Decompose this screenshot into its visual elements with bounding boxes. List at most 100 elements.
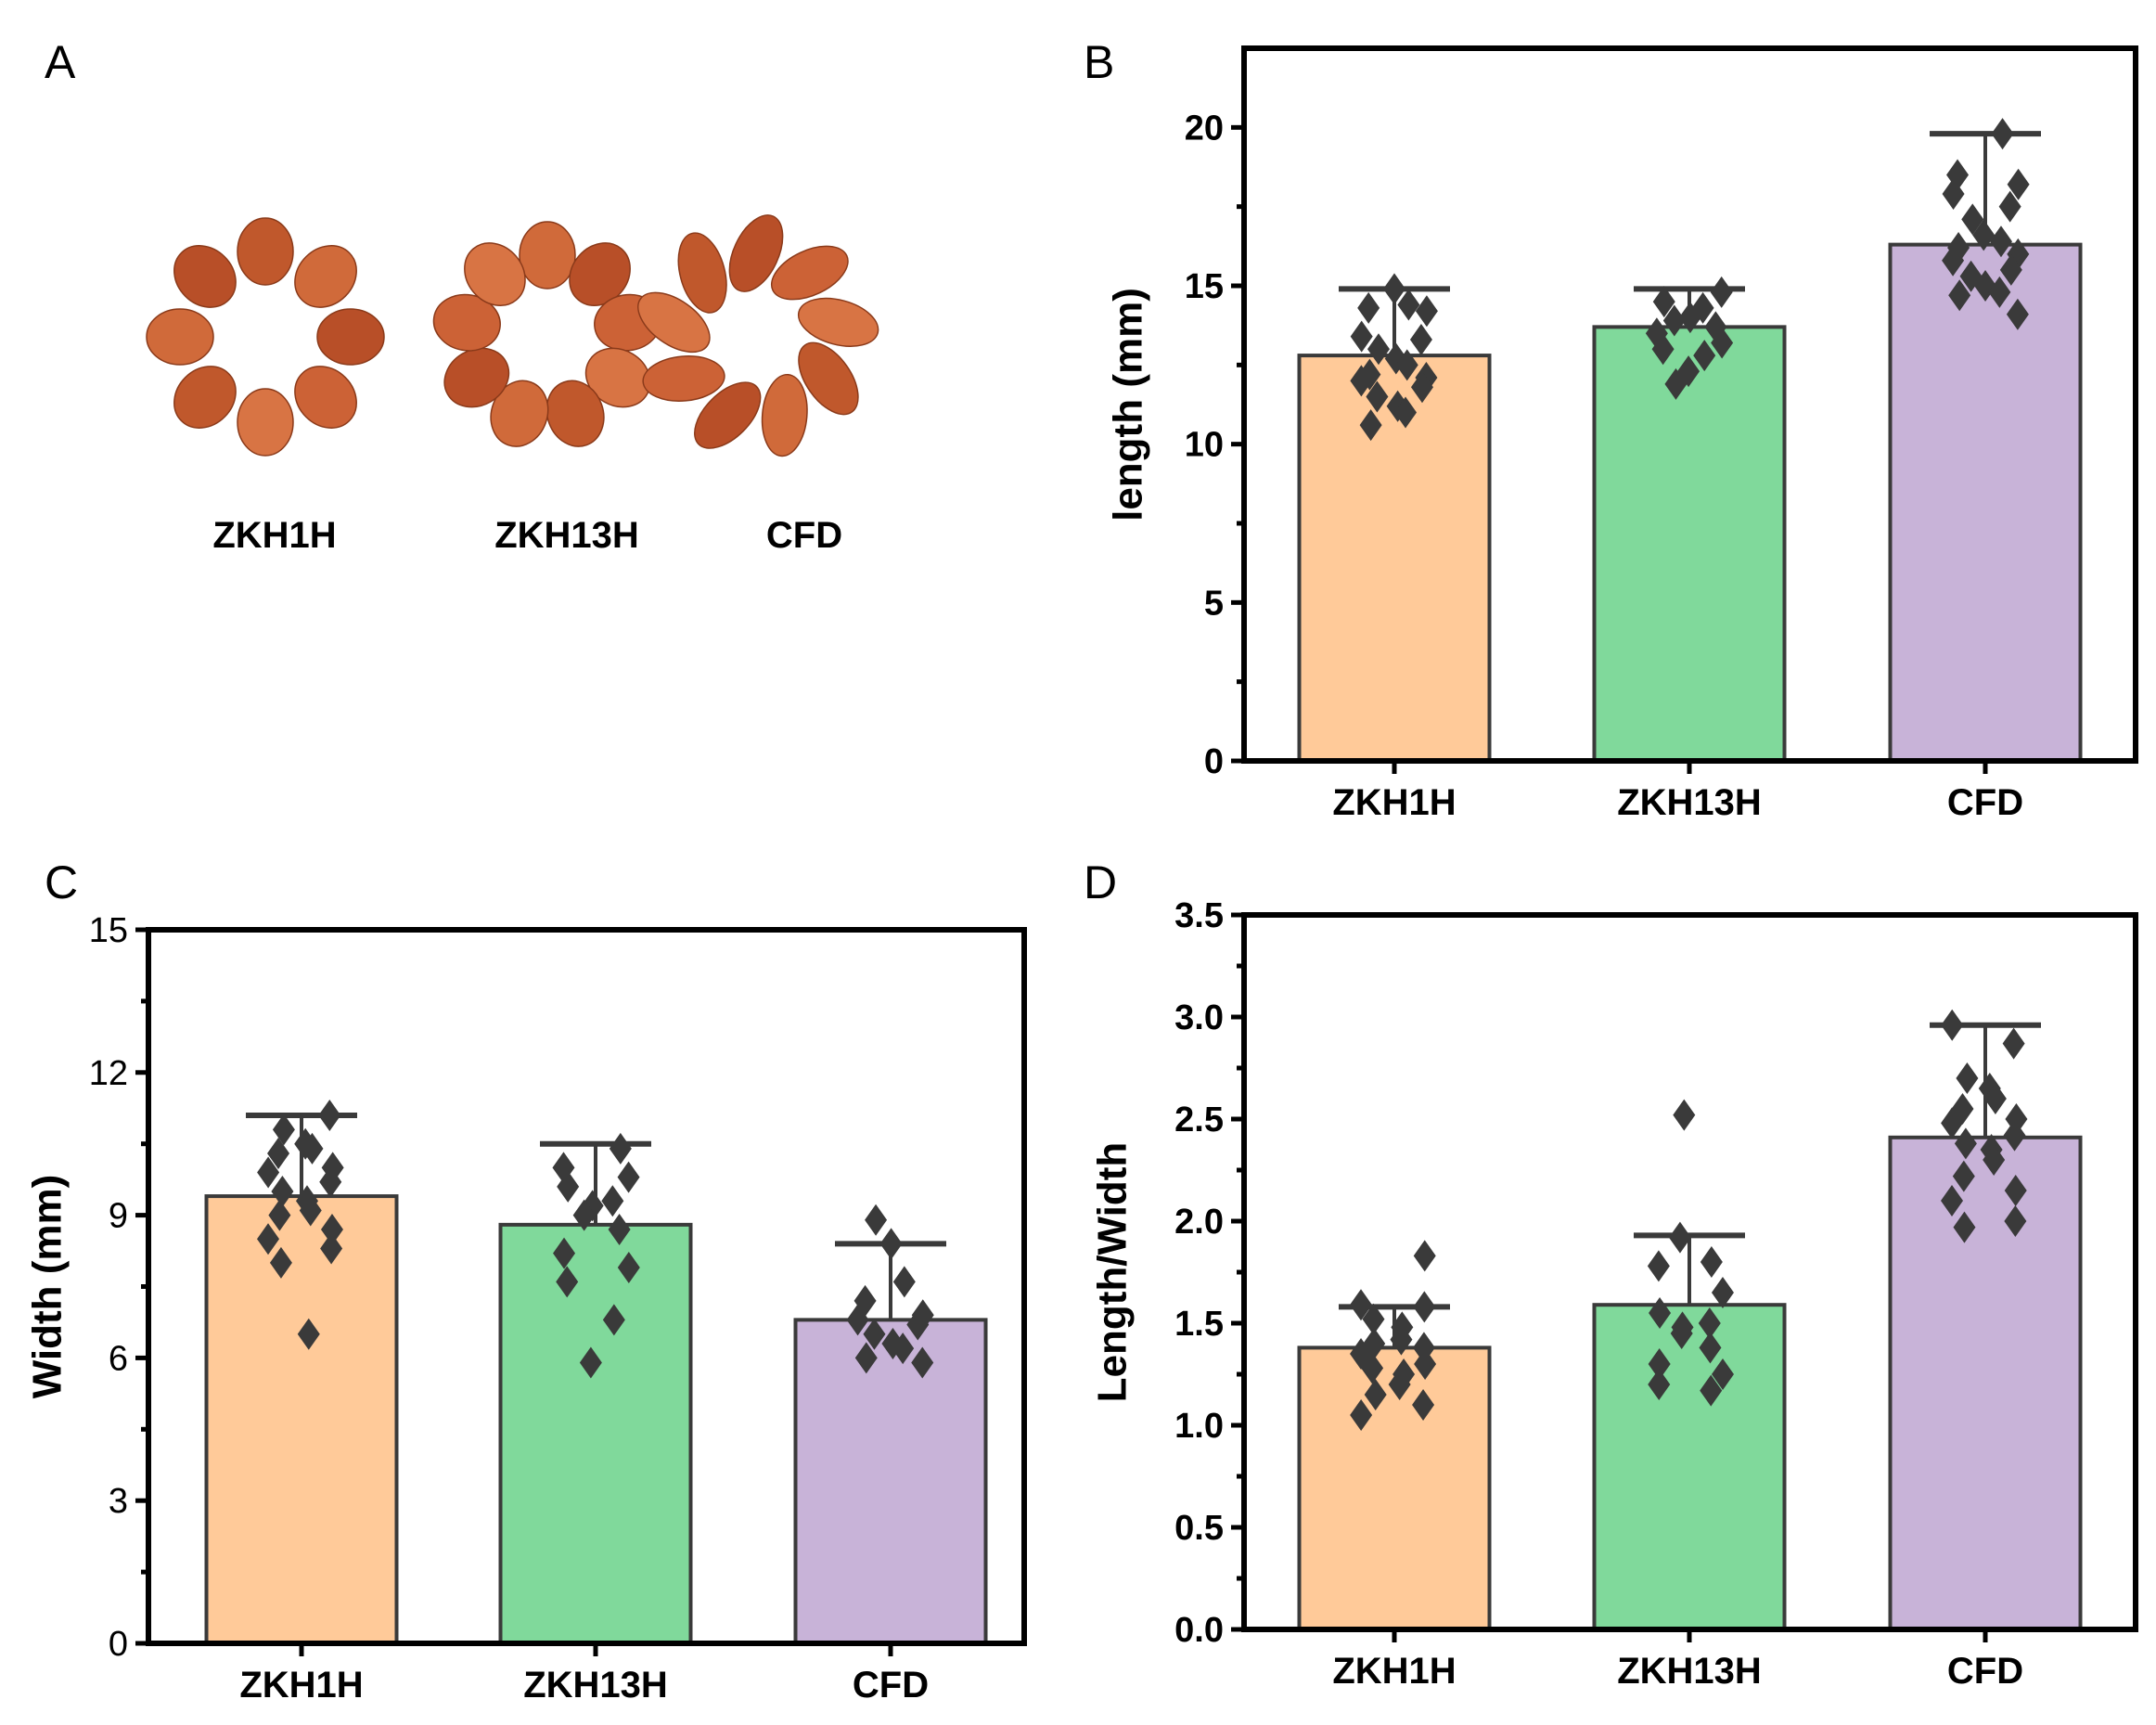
data-point [1693, 340, 1716, 372]
data-point [609, 1132, 632, 1165]
data-point [1983, 1083, 2007, 1114]
data-point [1652, 286, 1675, 318]
peanut-seed [569, 242, 631, 306]
data-point [1700, 1374, 1723, 1407]
peanut-seed [728, 214, 784, 292]
data-point [2003, 1119, 2026, 1152]
data-point [1700, 1246, 1723, 1278]
y-tick-label: 10 [1185, 426, 1224, 465]
peanut-seed [294, 366, 357, 429]
data-point [1711, 1358, 1734, 1390]
seed-label-zkh13h: ZKH13H [494, 515, 639, 556]
data-point [1410, 371, 1433, 404]
data-point [1662, 304, 1686, 337]
peanut-seed [173, 245, 237, 308]
x-tick-label: ZKH1H [1332, 1651, 1456, 1692]
y-axis-label: Width (mm) [24, 1175, 70, 1399]
data-point [2004, 1175, 2027, 1206]
x-tick-label: ZKH13H [1617, 782, 1762, 823]
data-point [318, 1099, 341, 1131]
data-point [320, 1232, 343, 1265]
data-point [1711, 1277, 1734, 1308]
data-point [892, 1266, 916, 1298]
data-point [1941, 1009, 1964, 1041]
panel-label-d: D [1084, 856, 1117, 908]
data-point [1647, 1250, 1670, 1282]
peanut-seed [761, 373, 808, 457]
panel-label-c: C [45, 856, 78, 908]
x-tick-label: ZKH1H [1332, 782, 1456, 823]
y-tick-label: 6 [109, 1339, 128, 1378]
peanut-seed [545, 380, 605, 447]
peanut-seed [677, 232, 727, 314]
y-tick-label: 0.5 [1174, 1509, 1224, 1548]
y-tick-label: 1.5 [1174, 1305, 1224, 1344]
data-point [1664, 367, 1688, 400]
length-chart: 0 5 10 15 20 ZKH1H ZKH13H CFD length (mm) [1105, 45, 2138, 823]
peanut-seed [146, 308, 214, 366]
data-point [608, 1213, 631, 1245]
data-point [1409, 324, 1432, 356]
peanut-seed [637, 291, 711, 354]
data-point [906, 1308, 930, 1341]
data-point [1983, 1144, 2006, 1176]
peanut-seed [798, 341, 859, 416]
x-tick-label: ZKH13H [523, 1665, 668, 1706]
data-point [1383, 273, 1405, 305]
data-point [601, 1185, 624, 1217]
data-point [1948, 279, 1971, 312]
data-point [297, 1318, 320, 1350]
data-point [1366, 380, 1389, 413]
data-point [557, 1170, 580, 1203]
y-tick-label: 9 [109, 1197, 128, 1236]
peanut-seed [294, 245, 357, 308]
data-point [320, 1213, 343, 1245]
data-point [1362, 1303, 1385, 1335]
data-point [617, 1251, 640, 1283]
panel-label-b: B [1084, 36, 1114, 88]
data-point [1710, 276, 1733, 308]
bar-cfd [793, 1318, 988, 1646]
y-tick-label: 20 [1185, 109, 1224, 148]
data-point [2004, 1205, 2027, 1237]
data-point [1988, 276, 2011, 308]
panel-label-a: A [45, 36, 76, 88]
data-point [553, 1237, 576, 1269]
y-tick-label: 3.0 [1174, 998, 1224, 1037]
data-point [2006, 298, 2029, 330]
data-point [1711, 327, 1734, 359]
peanut-seed [443, 347, 510, 408]
data-point [1668, 1221, 1691, 1254]
data-point [1941, 1107, 1964, 1139]
peanut-seed [173, 366, 237, 429]
x-tick-label: CFD [1947, 1651, 2023, 1692]
bar-zkh13h [1592, 325, 1787, 763]
data-point [865, 1204, 888, 1236]
y-tick-label: 15 [89, 911, 128, 950]
y-tick-label: 3 [109, 1482, 128, 1521]
seed-photo-panel [146, 214, 879, 457]
data-point [1390, 1323, 1413, 1356]
peanut-seed [316, 308, 385, 366]
data-point [1953, 1211, 1976, 1243]
data-point [1350, 1289, 1373, 1321]
y-tick-label: 15 [1185, 267, 1224, 306]
data-point [1952, 1160, 1975, 1192]
data-point [1394, 396, 1418, 429]
data-point [1415, 295, 1438, 328]
peanut-seed [642, 355, 725, 402]
y-tick-label: 0 [1204, 742, 1224, 781]
data-point [257, 1156, 280, 1189]
bar-zkh13h [498, 1222, 693, 1646]
data-point [319, 1165, 342, 1198]
data-point [267, 1137, 290, 1169]
peanut-seed [464, 242, 526, 306]
y-tick-label: 0 [109, 1625, 128, 1664]
bar-zkh13h [1592, 1303, 1787, 1631]
y-tick-label: 2.5 [1174, 1101, 1224, 1139]
data-point [572, 1199, 596, 1231]
data-point [854, 1342, 878, 1374]
y-tick-label: 5 [1204, 584, 1224, 623]
data-point [2002, 1027, 2025, 1060]
data-point [1999, 253, 2022, 286]
